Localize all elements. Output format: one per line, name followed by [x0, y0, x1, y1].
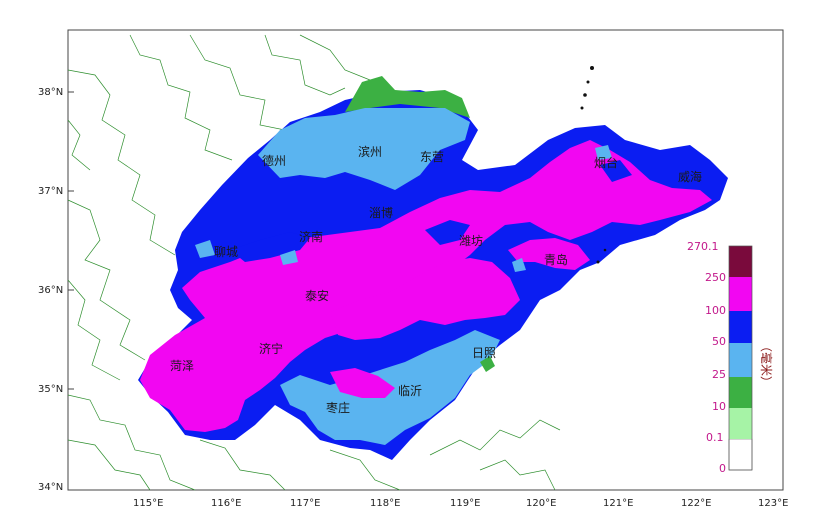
coastal-islands — [580, 66, 607, 264]
lon-label: 123°E — [758, 498, 788, 509]
legend-label: 0 — [719, 462, 726, 475]
city-label: 东营 — [420, 150, 444, 164]
lat-label: 34°N — [38, 482, 63, 493]
city-label: 滨州 — [358, 144, 382, 159]
legend: 270.1 250 100 50 25 10 0.1 0 （毫米） — [687, 240, 774, 475]
city-label: 泰安 — [305, 288, 329, 303]
lat-label: 37°N — [38, 186, 63, 197]
rain-zone-25-50-north — [258, 108, 470, 190]
lat-label: 35°N — [38, 384, 63, 395]
lon-label: 120°E — [526, 498, 556, 509]
city-label: 烟台 — [594, 155, 618, 170]
legend-bin-50 — [729, 311, 752, 343]
legend-label: 100 — [705, 304, 726, 317]
legend-bin-10 — [729, 377, 752, 408]
city-label: 青岛 — [544, 252, 568, 267]
rain-zone-10-25-north — [345, 76, 470, 118]
lon-label: 116°E — [211, 498, 241, 509]
legend-bin-25 — [729, 343, 752, 377]
legend-bin-0 — [728, 438, 753, 471]
rain-zone-50-100-islands — [230, 160, 632, 262]
city-label: 临沂 — [398, 384, 422, 398]
legend-bin-100 — [729, 277, 752, 311]
lat-label: 36°N — [38, 285, 63, 296]
rain-zone-100-250-linyi — [330, 368, 395, 398]
rain-zone-100-250-main — [140, 140, 712, 432]
legend-bin-0.1 — [729, 408, 752, 439]
legend-max-label: 270.1 — [687, 240, 719, 253]
city-label: 枣庄 — [326, 400, 350, 415]
legend-label: 25 — [712, 368, 726, 381]
lon-label: 122°E — [681, 498, 711, 509]
legend-bin-250 — [729, 246, 752, 277]
rain-zone-100-250-southeast — [330, 258, 520, 340]
city-label: 潍坊 — [459, 233, 483, 248]
lat-label: 38°N — [38, 87, 63, 98]
lon-label: 117°E — [290, 498, 320, 509]
legend-unit: （毫米） — [759, 340, 774, 388]
longitude-axis: 115°E 116°E 117°E 118°E 119°E 120°E 121°… — [133, 498, 788, 509]
rain-zone-10-25-rizhao — [480, 356, 495, 372]
lon-label: 121°E — [603, 498, 633, 509]
legend-label: 0.1 — [706, 431, 724, 444]
lon-label: 115°E — [133, 498, 163, 509]
city-label: 聊城 — [214, 245, 238, 259]
legend-label: 10 — [712, 400, 726, 413]
city-label: 菏泽 — [170, 359, 194, 373]
city-label: 德州 — [262, 153, 286, 168]
city-label: 威海 — [678, 169, 702, 184]
city-label: 济南 — [299, 229, 323, 244]
latitude-axis: 38°N 37°N 36°N 35°N 34°N — [38, 87, 74, 493]
legend-label: 250 — [705, 271, 726, 284]
legend-frame — [728, 245, 753, 471]
lon-label: 118°E — [370, 498, 400, 509]
city-label: 淄博 — [369, 205, 393, 220]
lon-label: 119°E — [450, 498, 480, 509]
rain-zone-100-250-east — [508, 238, 590, 270]
city-label: 济宁 — [259, 341, 283, 356]
city-label: 日照 — [472, 346, 496, 360]
legend-label: 50 — [712, 335, 726, 348]
city-labels: 滨州 东营 烟台 威海 德州 济南 淄博 潍坊 青岛 聊城 泰安 菏泽 济宁 日… — [170, 144, 702, 415]
province-borders — [67, 34, 561, 491]
